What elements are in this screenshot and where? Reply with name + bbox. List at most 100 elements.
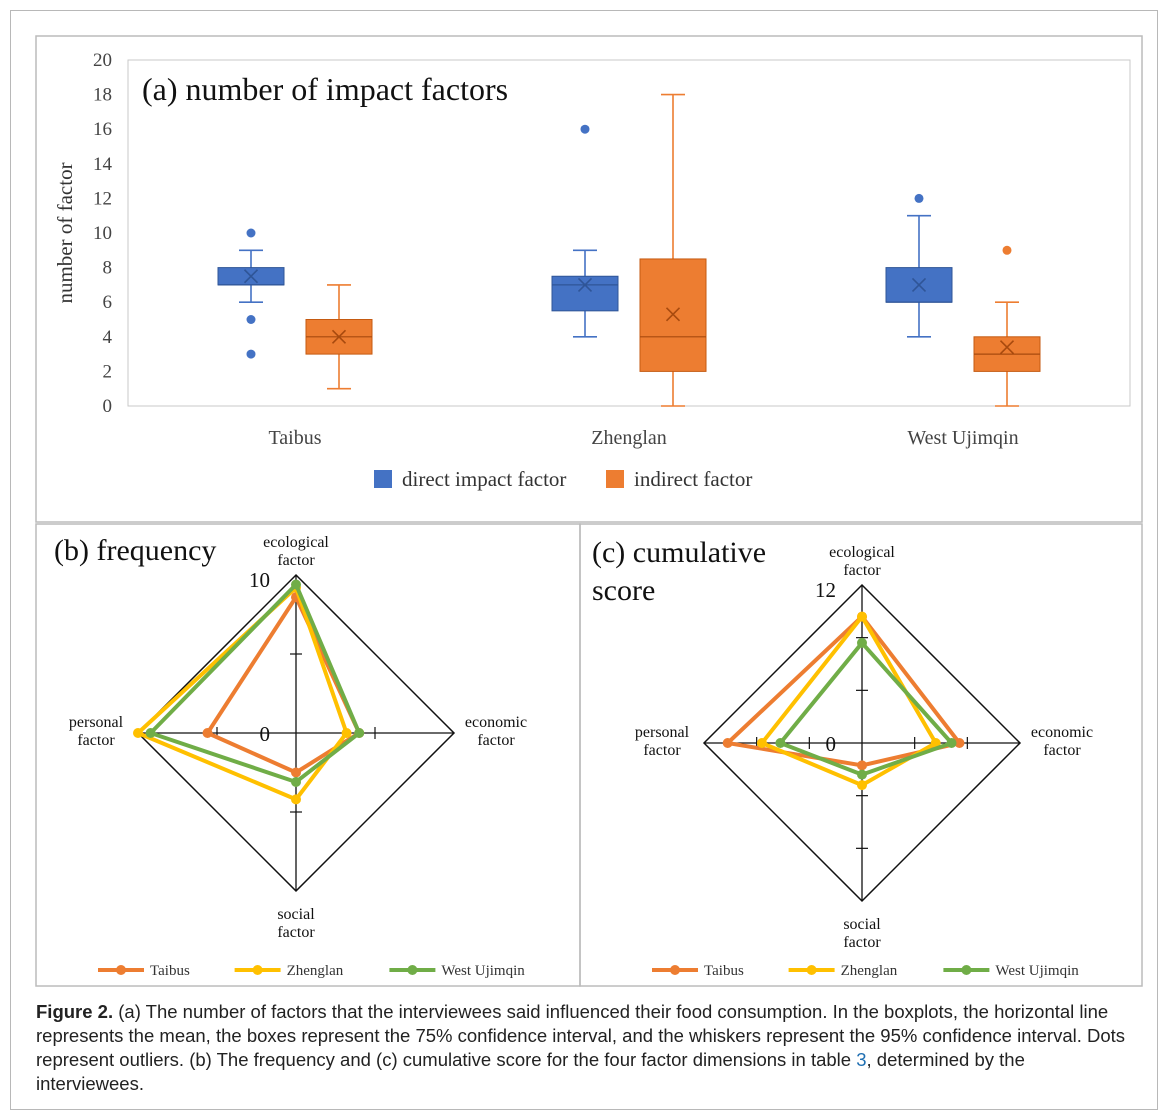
y-tick-label-0: 0	[103, 396, 113, 417]
panel-b-min-label: 0	[260, 722, 271, 746]
panel-b-legend-marker-taibus	[116, 965, 126, 975]
panel-b-axis-label-ecological-2: factor	[277, 552, 315, 569]
panel-c-point-zhenglan	[857, 780, 867, 791]
caption-text: (a) The number of factors that the inter…	[36, 1001, 1126, 1070]
box-zhenglan-indirect	[639, 93, 707, 407]
outlier-point	[580, 124, 590, 134]
y-tick-label-10: 10	[93, 223, 112, 244]
panel-b-axis-label-personal-2: factor	[77, 732, 115, 749]
panel-c-border	[579, 523, 1143, 987]
panel-a-plot-area	[127, 59, 1131, 407]
mean-marker	[243, 269, 259, 284]
legend-swatch-direct	[374, 470, 392, 488]
figure-charts: 0 2 4 6 8 10 12 14 16 18 20 (a) number of impact fa…	[35, 35, 1143, 987]
panel-c-axis-label-personal-2: factor	[643, 742, 681, 759]
panel-b-point-taibus	[291, 767, 301, 778]
panel-b-point-zhenglan	[291, 794, 301, 805]
panel-c-axis-label-economic-1: economic	[1031, 724, 1093, 741]
mean-marker	[911, 277, 927, 292]
panel-c-point-taibus	[857, 760, 867, 771]
legend-label-direct: direct impact factor	[402, 467, 566, 491]
mean-marker	[331, 329, 347, 344]
panel-c-point-west-ujimqin	[857, 637, 867, 648]
y-tick-label-4: 4	[103, 327, 113, 348]
box-west-ujimqin-indirect	[973, 245, 1041, 407]
panel-c-axis-label-economic-2: factor	[1043, 742, 1081, 759]
caption-figure-label: Figure 2.	[36, 1001, 114, 1022]
panel-c-point-taibus	[722, 738, 733, 748]
panel-c-point-zhenglan	[857, 611, 867, 622]
panel-c-axis-label-social-1: social	[843, 916, 881, 933]
panel-b-axis-label-personal-1: personal	[69, 714, 124, 731]
panel-c-min-label: 0	[826, 732, 837, 756]
panel-b-point-west-ujimqin	[291, 776, 301, 787]
y-tick-label-20: 20	[93, 50, 112, 71]
y-tick-label-14: 14	[93, 154, 113, 175]
box-west-ujimqin-direct	[885, 193, 953, 338]
panel-a-title: (a) number of impact factors	[142, 71, 508, 107]
legend-label-indirect: indirect factor	[634, 467, 752, 491]
panel-c-title-line-1: (c) cumulative	[592, 536, 766, 569]
panel-b-legend-label-zhenglan: Zhenglan	[287, 963, 344, 979]
panel-c-legend-label-zhenglan: Zhenglan	[841, 963, 898, 979]
panel-c-legend-label-taibus: Taibus	[704, 963, 744, 979]
panel-b-point-west-ujimqin	[354, 728, 365, 738]
outlier-point	[1002, 245, 1012, 255]
box-zhenglan-direct	[551, 124, 619, 338]
panel-c-legend-marker-taibus	[670, 965, 680, 975]
panel-c-max-label: 12	[815, 578, 836, 602]
caption-table-ref[interactable]: 3	[856, 1049, 867, 1070]
y-tick-label-8: 8	[103, 258, 113, 279]
panel-c-point-taibus	[954, 738, 965, 748]
panel-b-axis-label-economic-1: economic	[465, 714, 527, 731]
box-taibus-direct	[217, 228, 285, 359]
panel-b-point-west-ujimqin	[145, 728, 156, 738]
y-tick-label-2: 2	[103, 361, 113, 382]
box-taibus-indirect	[305, 284, 373, 390]
figure-caption: Figure 2. (a) The number of factors that…	[36, 1000, 1136, 1096]
mean-marker	[999, 340, 1015, 355]
panel-c-legend-label-west-ujimqin: West Ujimqin	[995, 963, 1079, 979]
mean-marker	[577, 277, 593, 292]
y-tick-label-18: 18	[93, 85, 112, 106]
box-body	[551, 275, 619, 312]
panel-c-legend-marker-west-ujimqin	[961, 965, 972, 975]
panel-c-series-west-ujimqin	[778, 640, 954, 777]
outlier-point	[914, 193, 924, 203]
panel-b-axis-label-social-1: social	[277, 906, 315, 923]
panel-b-legend-marker-zhenglan	[252, 965, 263, 975]
caption-text-end: , determined by the interviewees.	[36, 1049, 1025, 1094]
panel-c-title-line-2: score	[592, 574, 655, 607]
panel-c-point-zhenglan	[756, 738, 767, 748]
panel-c-point-west-ujimqin	[857, 769, 867, 780]
panel-c-axis-label-ecological-2: factor	[843, 562, 881, 579]
panel-b-axis-label-social-2: factor	[277, 924, 315, 941]
outlier-point	[246, 315, 256, 324]
y-axis-label: number of factor	[53, 162, 77, 303]
y-tick-label-16: 16	[93, 119, 112, 140]
panel-b-point-west-ujimqin	[291, 579, 301, 590]
panel-c-point-zhenglan	[930, 738, 941, 748]
legend-swatch-indirect	[606, 470, 624, 488]
x-tick-label-west-ujimqin: West Ujimqin	[907, 427, 1018, 449]
panel-b-title: (b) frequency	[54, 534, 216, 567]
panel-c-axis-label-ecological-1: ecological	[829, 544, 895, 561]
panel-b-point-zhenglan	[133, 728, 143, 738]
outlier-point	[246, 228, 256, 238]
x-tick-label-zhenglan: Zhenglan	[591, 427, 667, 449]
panel-a-border	[35, 35, 1143, 523]
panel-b-legend-label-west-ujimqin: West Ujimqin	[441, 963, 525, 979]
x-tick-label-taibus: Taibus	[268, 427, 321, 449]
panel-c-legend-marker-zhenglan	[806, 965, 817, 975]
panel-b-point-zhenglan	[341, 728, 352, 738]
panel-b-axis-label-economic-2: factor	[477, 732, 515, 749]
panel-c-axis-label-social-2: factor	[843, 934, 881, 951]
panel-b-legend-label-taibus: Taibus	[150, 963, 190, 979]
y-tick-label-12: 12	[93, 188, 112, 209]
panel-b-point-taibus	[202, 728, 213, 738]
panel-c-point-west-ujimqin	[946, 738, 957, 748]
panel-b-legend-marker-west-ujimqin	[407, 965, 418, 975]
mean-marker	[665, 307, 681, 322]
panel-b-axis-label-ecological-1: ecological	[263, 534, 329, 551]
panel-c-point-west-ujimqin	[775, 738, 786, 748]
